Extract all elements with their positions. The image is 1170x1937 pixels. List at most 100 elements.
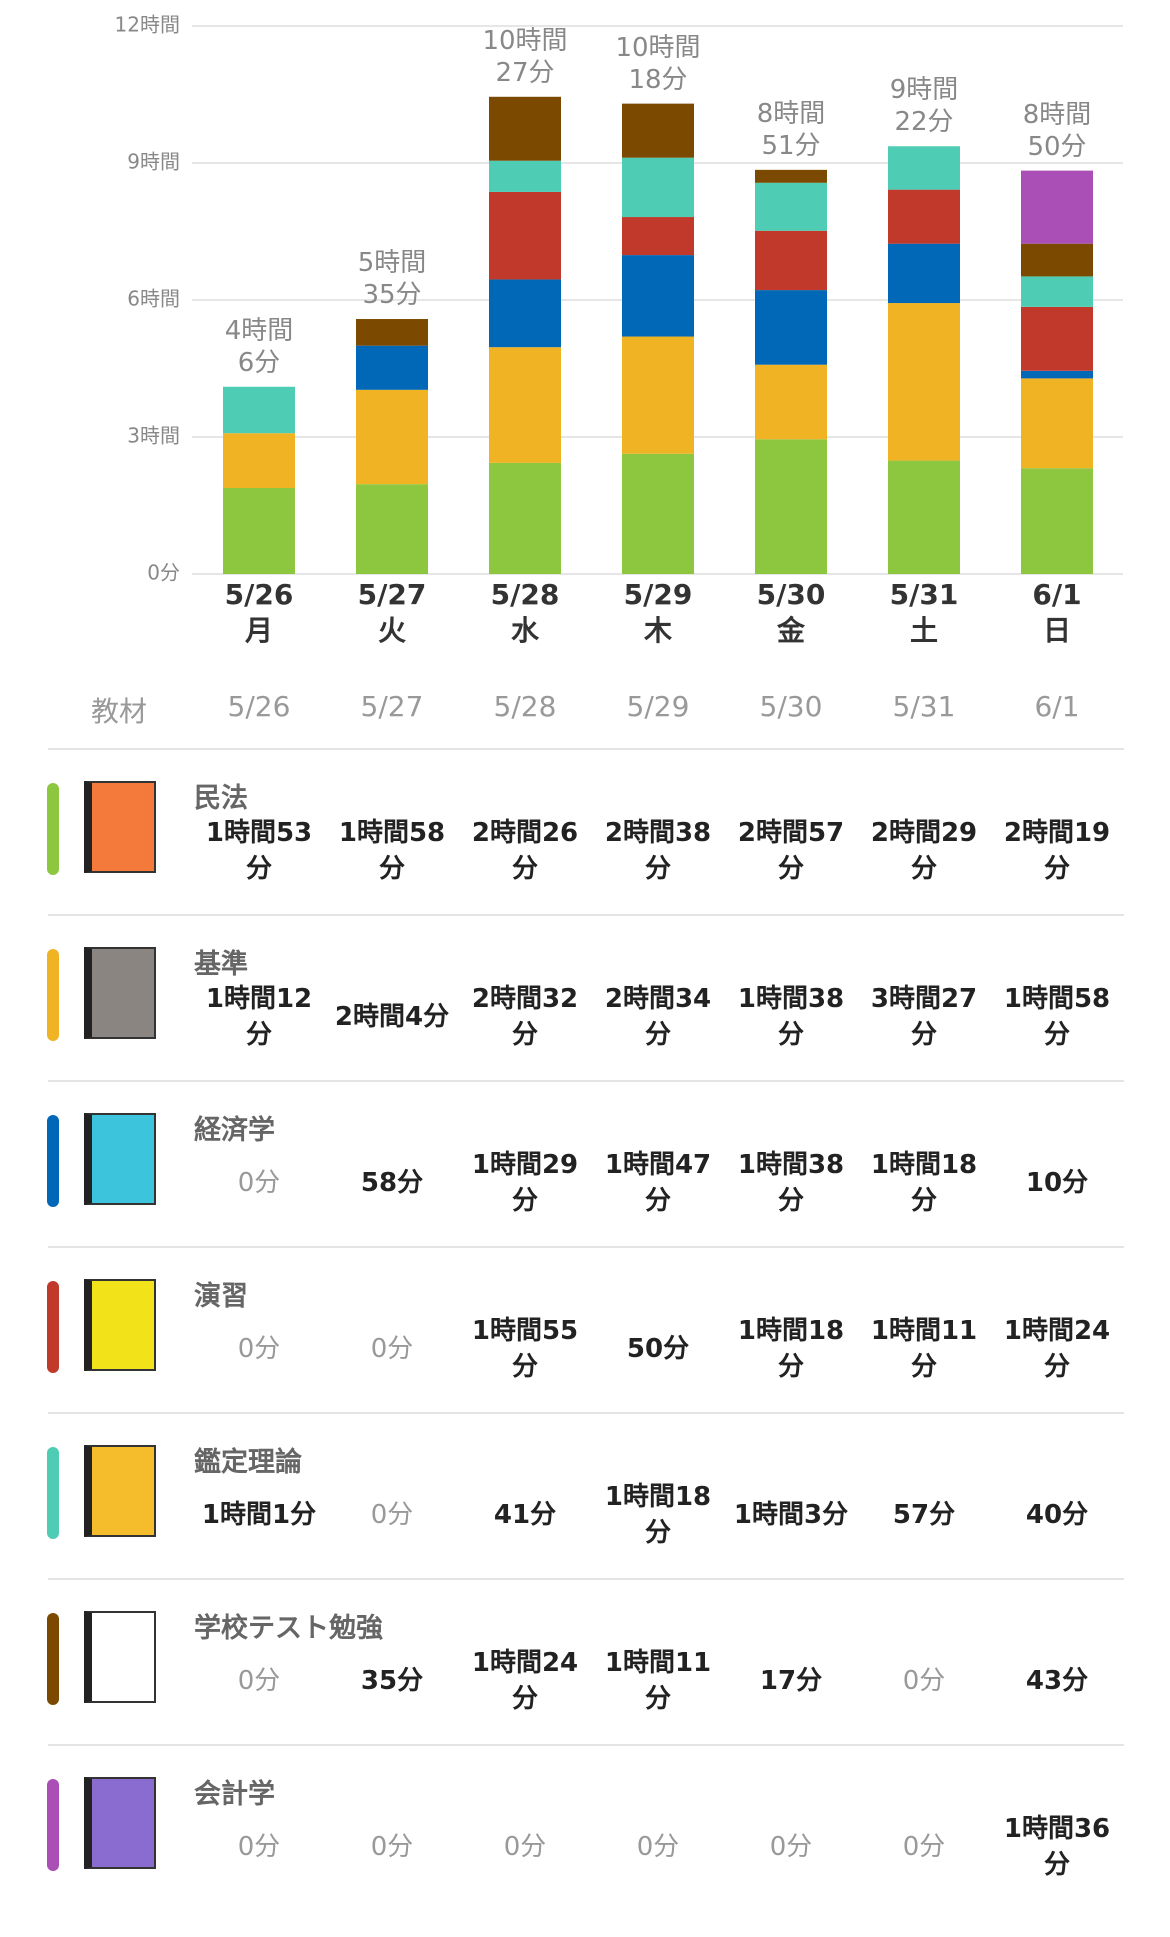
time-cell: 0分	[636, 1832, 680, 1862]
bar-segment	[622, 336, 694, 454]
time-cell: 0分	[237, 1666, 281, 1696]
x-tick-weekday: 火	[378, 614, 406, 647]
x-tick-weekday: 金	[776, 614, 806, 647]
table-date: 5/30	[759, 690, 823, 723]
time-cell: 1時間18分	[737, 1316, 845, 1382]
time-cell: 2時間57分	[737, 818, 845, 884]
bar-segment	[888, 460, 960, 574]
bar-segment	[356, 319, 428, 346]
material-name: 基準	[194, 949, 248, 980]
table-date: 5/28	[493, 690, 557, 723]
time-cell: 1時間18分	[870, 1150, 978, 1216]
material-icon	[84, 1777, 156, 1869]
row-color-bar	[47, 783, 59, 875]
row-color-bar	[47, 1281, 59, 1373]
time-cell: 2時間32分	[471, 984, 579, 1050]
bar-segment	[755, 364, 827, 440]
time-cell: 1時間58分	[1003, 984, 1111, 1050]
time-cell: 10分	[1025, 1168, 1089, 1198]
time-cell: 2時間26分	[471, 818, 579, 884]
time-cell: 0分	[370, 1500, 414, 1530]
x-tick-label: 6/1	[1032, 578, 1081, 611]
time-cell: 1時間38分	[737, 1150, 845, 1216]
bar-segment	[489, 279, 561, 348]
x-tick-label: 5/30	[757, 578, 826, 611]
bar-segment	[356, 484, 428, 574]
bar-segment	[223, 386, 295, 434]
separator	[48, 1412, 1124, 1414]
time-cell: 0分	[902, 1832, 946, 1862]
bar-segment	[489, 347, 561, 463]
bar-segment	[755, 230, 827, 291]
material-name: 鑑定理論	[194, 1447, 302, 1478]
x-tick-label: 5/29	[624, 578, 693, 611]
row-color-bar	[47, 1779, 59, 1871]
bar-segment	[356, 389, 428, 485]
x-tick-label: 5/27	[358, 578, 427, 611]
bar-segment	[622, 453, 694, 574]
time-cell: 1時間11分	[604, 1648, 712, 1714]
time-cell: 1時間53分	[205, 818, 313, 884]
material-icon	[84, 1445, 156, 1537]
total-label: 8時間 50分	[1022, 99, 1092, 162]
material-icon	[84, 1113, 156, 1205]
bar-segment	[1021, 378, 1093, 469]
time-cell: 3時間27分	[870, 984, 978, 1050]
time-cell: 1時間58分	[338, 818, 446, 884]
bar-segment	[622, 157, 694, 218]
y-tick-label: 9時間	[127, 150, 180, 174]
total-label: 5時間 35分	[357, 248, 427, 311]
bar-segment	[1021, 276, 1093, 307]
material-name: 会計学	[194, 1779, 275, 1810]
time-cell: 2時間38分	[604, 818, 712, 884]
time-cell: 1時間47分	[604, 1150, 712, 1216]
separator	[48, 1744, 1124, 1746]
total-label: 4時間 6分	[224, 315, 294, 378]
material-icon	[84, 947, 156, 1039]
bar-segment	[223, 433, 295, 488]
table-date: 5/27	[360, 690, 424, 723]
bar-segment	[755, 290, 827, 365]
separator	[48, 1080, 1124, 1082]
time-cell: 1時間1分	[201, 1500, 317, 1530]
time-cell: 1時間3分	[733, 1500, 849, 1530]
bar-segment	[755, 169, 827, 183]
table-header: 教材	[90, 695, 147, 728]
x-tick-weekday: 月	[244, 614, 273, 647]
time-cell: 1時間24分	[471, 1648, 579, 1714]
time-cell: 1時間36分	[1003, 1814, 1111, 1880]
bar-segment	[755, 439, 827, 574]
separator	[48, 748, 1124, 750]
x-tick-weekday: 土	[910, 614, 938, 647]
x-tick-weekday: 水	[511, 614, 540, 647]
row-color-bar	[47, 1115, 59, 1207]
bar-segment	[489, 96, 561, 161]
material-icon	[84, 1279, 156, 1371]
table-date: 5/26	[227, 690, 291, 723]
time-cell: 1時間12分	[205, 984, 313, 1050]
row-color-bar	[47, 1447, 59, 1539]
bar-segment	[888, 189, 960, 244]
bar-segment	[489, 462, 561, 574]
bar-segment	[356, 345, 428, 390]
chart: 0分 3時間 6時間 9時間 12時間 5/26月 5/27火 5/28水 5/29木 5/30金…	[115, 13, 1123, 647]
table-date: 5/31	[892, 690, 956, 723]
bar-segment	[1021, 243, 1093, 277]
bar-segment	[1021, 306, 1093, 371]
time-cell: 0分	[237, 1334, 281, 1364]
time-cell: 40分	[1025, 1500, 1089, 1530]
time-cell: 35分	[360, 1666, 424, 1696]
bar-segment	[1021, 468, 1093, 574]
x-tick-label: 5/28	[491, 578, 560, 611]
total-label: 8時間 51分	[756, 98, 826, 161]
material-name: 演習	[194, 1281, 248, 1312]
total-label: 10時間 18分	[615, 32, 701, 95]
material-name: 学校テスト勉強	[194, 1613, 383, 1644]
time-cell: 1時間55分	[471, 1316, 579, 1382]
time-cell: 0分	[370, 1832, 414, 1862]
y-tick-label: 0分	[147, 561, 180, 585]
row-color-bar	[47, 949, 59, 1041]
time-cell: 0分	[902, 1666, 946, 1696]
time-cell: 1時間11分	[870, 1316, 978, 1382]
